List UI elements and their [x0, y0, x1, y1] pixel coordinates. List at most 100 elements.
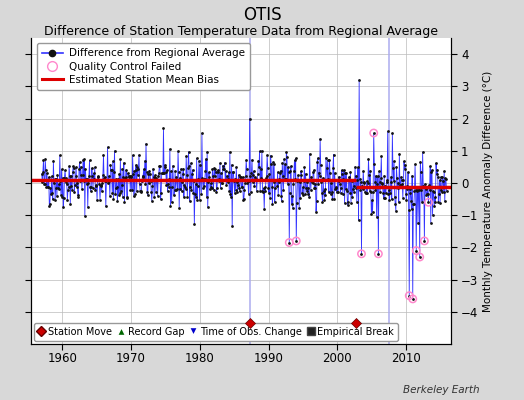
Point	[87, 184, 95, 190]
Point	[279, 173, 287, 179]
Point	[285, 168, 293, 175]
Point	[375, 179, 384, 186]
Point	[124, 173, 133, 180]
Point	[269, 179, 278, 185]
Point	[140, 158, 149, 164]
Point	[174, 168, 183, 175]
Point	[331, 170, 339, 176]
Point	[249, 168, 258, 174]
Point	[168, 184, 177, 190]
Point	[143, 169, 151, 175]
Point	[296, 195, 304, 201]
Point	[97, 182, 105, 188]
Point	[41, 156, 49, 162]
Point	[440, 188, 448, 195]
Point	[106, 162, 115, 168]
Title: Difference of Station Temperature Data from Regional Average: Difference of Station Temperature Data f…	[44, 25, 438, 38]
Point	[273, 183, 281, 190]
Point	[239, 197, 247, 203]
Point	[441, 175, 450, 182]
Point	[90, 176, 99, 182]
Point	[386, 190, 394, 196]
Point	[196, 162, 204, 168]
Point	[395, 199, 403, 205]
Point	[65, 163, 73, 169]
Point	[324, 176, 333, 182]
Point	[406, 189, 414, 196]
Point	[419, 149, 427, 155]
Point	[137, 188, 146, 195]
Point	[126, 186, 135, 193]
Point	[152, 189, 160, 196]
Point	[135, 152, 143, 158]
Point	[76, 178, 84, 184]
Point	[77, 164, 85, 170]
Point	[236, 188, 244, 195]
Point	[416, 254, 424, 260]
Point	[114, 192, 123, 198]
Point	[176, 175, 184, 181]
Point	[365, 172, 373, 178]
Point	[50, 176, 59, 183]
Point	[117, 188, 125, 194]
Point	[138, 172, 147, 179]
Point	[417, 168, 425, 175]
Point	[191, 191, 199, 198]
Point	[170, 187, 179, 193]
Point	[369, 130, 378, 136]
Point	[156, 196, 165, 202]
Point	[39, 168, 47, 175]
Point	[237, 174, 245, 180]
Point	[223, 179, 232, 185]
Point	[189, 190, 198, 196]
Point	[364, 180, 372, 186]
Point	[126, 172, 134, 179]
Point	[405, 292, 413, 299]
Point	[202, 194, 211, 200]
Point	[40, 180, 48, 187]
Point	[70, 164, 78, 171]
Point	[92, 182, 100, 188]
Point	[420, 238, 429, 244]
Point	[94, 174, 102, 180]
Point	[220, 166, 228, 172]
Point	[390, 194, 399, 200]
Point	[257, 165, 265, 172]
Point	[62, 179, 70, 185]
Point	[91, 164, 99, 170]
Point	[119, 160, 128, 166]
Point	[173, 176, 181, 183]
Point	[81, 166, 90, 172]
Point	[433, 166, 441, 173]
Point	[321, 186, 329, 192]
Point	[124, 170, 132, 176]
Point	[369, 188, 377, 195]
Point	[141, 181, 150, 187]
Point	[215, 178, 223, 184]
Point	[203, 148, 211, 155]
Point	[96, 183, 105, 189]
Point	[54, 181, 63, 188]
Point	[61, 175, 70, 181]
Point	[358, 186, 367, 192]
Point	[53, 193, 61, 199]
Point	[107, 167, 115, 173]
Point	[181, 184, 189, 190]
Legend: Station Move, Record Gap, Time of Obs. Change, Empirical Break: Station Move, Record Gap, Time of Obs. C…	[34, 323, 398, 341]
Point	[116, 190, 124, 196]
Point	[387, 173, 396, 180]
Point	[208, 185, 216, 192]
Point	[310, 167, 318, 173]
Point	[278, 160, 287, 166]
Point	[96, 196, 104, 203]
Point	[276, 168, 285, 174]
Point	[242, 173, 250, 179]
Point	[332, 185, 341, 192]
Point	[346, 168, 355, 175]
Point	[310, 184, 319, 191]
Point	[69, 169, 77, 175]
Point	[86, 188, 95, 194]
Point	[377, 153, 386, 159]
Point	[58, 194, 67, 200]
Point	[169, 162, 177, 169]
